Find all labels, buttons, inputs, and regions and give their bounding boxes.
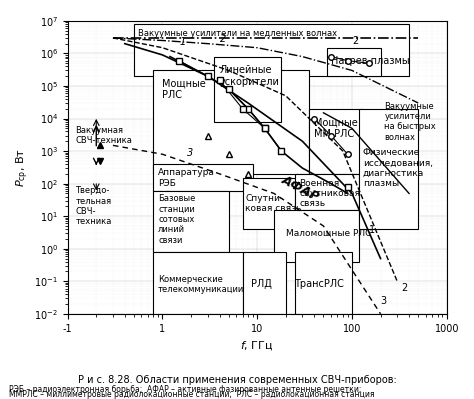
- Bar: [359, 109, 418, 229]
- Bar: [274, 210, 359, 262]
- Text: РЭБ – радиоэлектронная борьба;  АФАР – активные фазированные антенные решетки;: РЭБ – радиоэлектронная борьба; АФАР – ак…: [9, 385, 362, 394]
- Text: 2: 2: [352, 36, 358, 45]
- Text: ТрансРЛС: ТрансРЛС: [294, 279, 344, 289]
- Text: Нагрев плазмы: Нагрев плазмы: [331, 56, 410, 66]
- Bar: [214, 57, 282, 122]
- Text: ММРЛС – миллиметровые радиолокационные станции;  РЛС – радиолокационная станция: ММРЛС – миллиметровые радиолокационные с…: [9, 390, 375, 399]
- Bar: [134, 24, 409, 76]
- Bar: [153, 191, 229, 252]
- Text: Линейные
ускорители: Линейные ускорители: [219, 65, 279, 87]
- Text: Мощные
ММ РЛС: Мощные ММ РЛС: [314, 118, 358, 139]
- Bar: [243, 178, 295, 229]
- Bar: [243, 252, 286, 314]
- Text: РЛД: РЛД: [251, 279, 272, 289]
- Text: 3: 3: [187, 148, 193, 158]
- Text: Базовые
станции
сотовых
линий
связи: Базовые станции сотовых линий связи: [158, 194, 196, 245]
- Text: Физические
исследования,
диагностика
плазмы: Физические исследования, диагностика пла…: [363, 148, 433, 188]
- Text: Военная
спутниковая
связь: Военная спутниковая связь: [300, 178, 361, 208]
- Text: Вакуумные
усилители
на быстрых
волнах: Вакуумные усилители на быстрых волнах: [384, 102, 436, 142]
- Text: 2: 2: [401, 283, 407, 293]
- Text: Р и с. 8.28. Области применения современных СВЧ-приборов:: Р и с. 8.28. Области применения современ…: [78, 375, 396, 385]
- Text: Вакуумные усилители на медленных волнах: Вакуумные усилители на медленных волнах: [138, 30, 337, 38]
- Text: Мощные
РЛС: Мощные РЛС: [163, 78, 206, 100]
- Bar: [295, 174, 359, 210]
- Text: 3: 3: [381, 296, 387, 306]
- Bar: [295, 252, 352, 314]
- Y-axis label: $P_{\mathrm{ср}}$, Вт: $P_{\mathrm{ср}}$, Вт: [15, 148, 31, 187]
- Text: Спутни-
ковая связь: Спутни- ковая связь: [246, 194, 302, 213]
- Text: Аппаратура
РЭБ: Аппаратура РЭБ: [158, 168, 215, 188]
- Text: 1: 1: [369, 225, 375, 235]
- Text: АФАР: АФАР: [279, 173, 321, 203]
- Bar: [153, 252, 243, 314]
- Text: Вакуумная
СВЧ-техника: Вакуумная СВЧ-техника: [75, 126, 132, 145]
- Text: 2: 2: [219, 34, 226, 44]
- Bar: [328, 48, 381, 76]
- Bar: [153, 164, 253, 191]
- Text: 1: 1: [179, 37, 185, 47]
- X-axis label: $f$, ГГц: $f$, ГГц: [240, 339, 274, 352]
- Bar: [153, 71, 309, 174]
- Text: Маломощные РЛС: Маломощные РЛС: [286, 229, 371, 238]
- Bar: [309, 109, 363, 174]
- Text: Твердо-
тельная
СВЧ-
техника: Твердо- тельная СВЧ- техника: [75, 186, 111, 227]
- Text: Коммерческие
телекоммуникации: Коммерческие телекоммуникации: [158, 275, 245, 294]
